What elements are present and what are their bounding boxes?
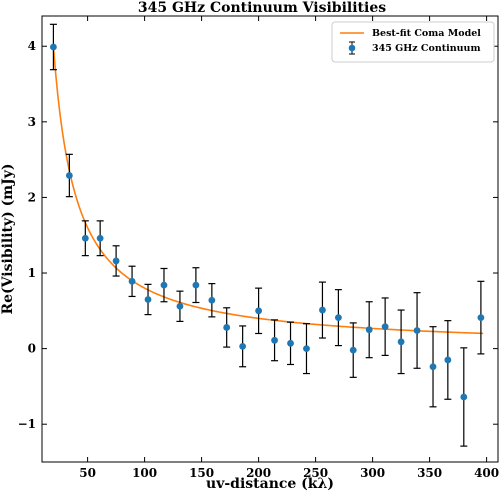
data-marker: [144, 296, 152, 303]
x-tick-label: 150: [189, 466, 214, 480]
y-tick-label: 3: [28, 115, 36, 129]
data-point: [271, 319, 279, 362]
data-marker: [255, 307, 262, 315]
data-marker: [477, 314, 485, 322]
chart-title: 345 GHz Continuum Visibilities: [138, 0, 386, 16]
model-curve: [52, 46, 484, 335]
data-point: [381, 297, 389, 357]
data-marker: [208, 296, 216, 304]
y-tick-label: −1: [18, 417, 36, 431]
y-tick-label: 4: [28, 39, 36, 53]
x-tick-label: 350: [417, 466, 442, 480]
data-marker: [112, 257, 120, 265]
y-axis-label: Re(Visibility) (mJy): [0, 164, 16, 315]
x-axis-label: uv-distance (kλ): [206, 476, 334, 492]
data-marker: [335, 314, 342, 322]
data-point: [160, 267, 168, 303]
data-point: [365, 301, 373, 359]
data-point: [477, 280, 485, 355]
data-marker: [319, 306, 326, 314]
data-marker: [65, 172, 73, 179]
data-marker: [460, 393, 468, 401]
data-marker: [349, 346, 357, 354]
y-tick-label: 0: [28, 342, 36, 356]
data-marker: [239, 342, 247, 350]
data-marker: [50, 43, 57, 51]
data-marker: [429, 363, 437, 371]
data-marker: [397, 338, 405, 346]
data-point: [49, 23, 57, 71]
data-point: [96, 220, 104, 257]
data-point: [65, 153, 73, 198]
data-marker: [287, 339, 294, 347]
data-marker: [160, 281, 168, 289]
legend-points-label: 345 GHz Continuum: [372, 43, 481, 54]
data-point: [223, 307, 231, 348]
data-point: [318, 281, 326, 339]
data-point: [192, 267, 200, 304]
x-tick-label: 200: [246, 466, 271, 480]
data-point: [287, 321, 295, 366]
y-tick-label: 2: [28, 190, 36, 204]
y-axis: −1 0 1 2 3 4: [18, 39, 498, 431]
y-tick-label: 1: [28, 266, 36, 280]
data-point: [239, 325, 247, 368]
x-tick-label: 50: [79, 466, 96, 480]
data-marker: [365, 326, 373, 334]
data-point: [176, 290, 184, 322]
plot-area: [41, 15, 499, 463]
data-marker: [381, 323, 389, 331]
data-point: [302, 323, 310, 375]
data-point: [397, 309, 405, 375]
x-tick-label: 250: [303, 466, 328, 480]
data-point: [144, 283, 152, 316]
data-marker: [223, 324, 231, 331]
data-marker: [192, 281, 200, 289]
data-point: [349, 322, 357, 378]
legend-model-label: Best-fit Coma Model: [372, 28, 481, 39]
data-point: [112, 245, 120, 277]
data-marker: [271, 336, 278, 344]
data-point: [128, 265, 136, 298]
plot-frame: [41, 15, 499, 463]
data-marker: [444, 356, 452, 364]
x-axis: 50 100 150 200 250 300 350 400: [79, 16, 499, 480]
x-tick-label: 400: [474, 466, 499, 480]
data-point: [208, 283, 216, 318]
data-marker: [96, 234, 104, 242]
x-tick-label: 300: [360, 466, 385, 480]
data-point: [413, 292, 421, 369]
legend-points-marker: [348, 44, 356, 52]
data-series: [49, 23, 485, 447]
data-point: [334, 289, 342, 347]
data-point: [444, 320, 452, 400]
data-marker: [176, 302, 184, 310]
data-marker: [303, 345, 310, 353]
data-point: [460, 347, 468, 447]
data-marker: [413, 327, 421, 334]
data-marker: [128, 277, 136, 285]
model-series: [52, 46, 484, 335]
data-point: [429, 326, 437, 408]
legend: Best-fit Coma Model 345 GHz Continuum: [331, 21, 495, 63]
legend-frame: [331, 21, 495, 63]
data-marker: [81, 234, 89, 242]
data-point: [81, 220, 89, 257]
x-tick-label: 100: [132, 466, 157, 480]
data-point: [255, 287, 263, 335]
